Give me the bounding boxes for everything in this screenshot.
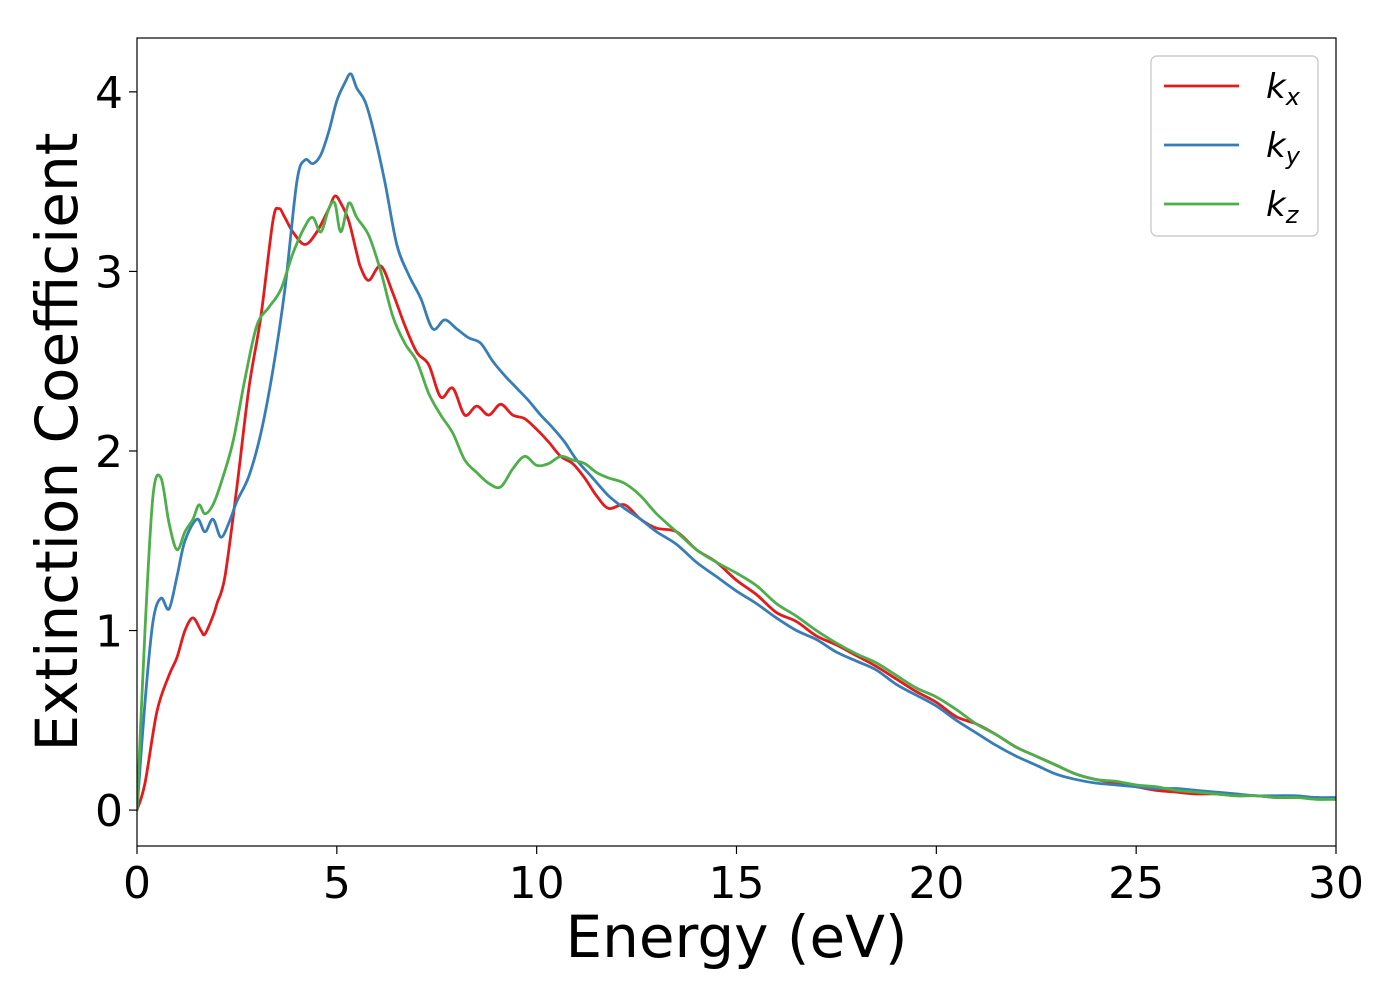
legend-label: kx	[1266, 67, 1301, 111]
y-tick-label: 1	[95, 607, 123, 658]
y-tick-label: 4	[95, 68, 123, 119]
y-tick-label: 2	[95, 427, 123, 478]
legend-label: kz	[1266, 185, 1300, 229]
series-line-z	[137, 200, 1336, 812]
legend: kx ky kz	[1150, 55, 1319, 237]
x-tick-label: 20	[908, 858, 964, 909]
x-tick-label: 0	[123, 858, 151, 909]
series-layer	[137, 72, 1336, 812]
x-tick-label: 30	[1308, 858, 1364, 909]
legend-label: ky	[1266, 126, 1301, 170]
legend-entry-x: kx	[1164, 67, 1301, 111]
x-tick-label: 5	[323, 858, 351, 909]
x-tick-label: 10	[509, 858, 565, 909]
y-axis-label: Extinction Coefficient	[23, 133, 91, 752]
ticks-layer: 0 5 10 15 20 25 30 0 1 2 3 4	[95, 68, 1364, 909]
series-line-y	[137, 72, 1336, 812]
x-tick-label: 15	[709, 858, 765, 909]
x-axis-label: Energy (eV)	[565, 903, 907, 971]
x-tick-label: 25	[1108, 858, 1164, 909]
y-tick-label: 3	[95, 247, 123, 298]
y-tick-label: 0	[95, 786, 123, 837]
legend-entry-z: kz	[1164, 185, 1300, 229]
series-line-x	[137, 194, 1336, 812]
legend-entry-y: ky	[1164, 126, 1301, 170]
